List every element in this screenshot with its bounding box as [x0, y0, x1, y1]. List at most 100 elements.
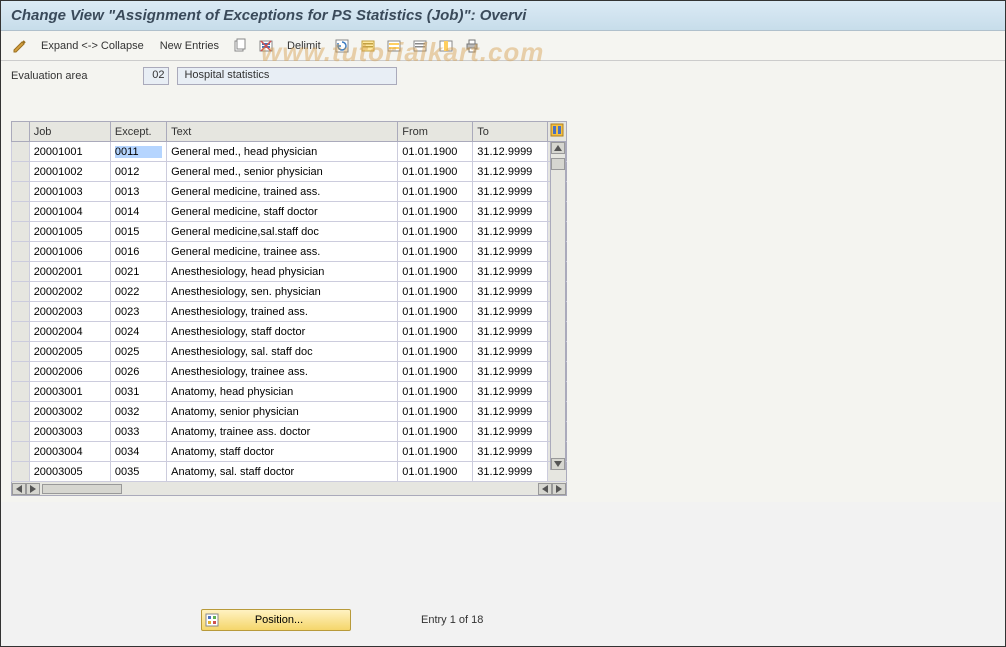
copy-as-icon[interactable] — [229, 36, 251, 56]
cell-from[interactable] — [398, 202, 473, 222]
cell-from[interactable] — [398, 462, 473, 482]
row-selector[interactable] — [12, 462, 30, 482]
cell-except[interactable] — [110, 202, 166, 222]
cell-to[interactable] — [473, 162, 548, 182]
except-input[interactable] — [115, 406, 162, 418]
row-selector[interactable] — [12, 422, 30, 442]
text-input[interactable] — [171, 146, 393, 158]
from-input[interactable] — [402, 366, 468, 378]
cell-to[interactable] — [473, 182, 548, 202]
cell-except[interactable] — [110, 162, 166, 182]
cell-from[interactable] — [398, 302, 473, 322]
col-header-job[interactable]: Job — [29, 122, 110, 142]
cell-to[interactable] — [473, 342, 548, 362]
except-input[interactable] — [115, 426, 162, 438]
except-input[interactable] — [115, 166, 162, 178]
text-input[interactable] — [171, 346, 393, 358]
job-input[interactable] — [34, 206, 106, 218]
from-input[interactable] — [402, 306, 468, 318]
except-input[interactable] — [115, 346, 162, 358]
expand-collapse-button[interactable]: Expand <-> Collapse — [35, 40, 150, 52]
cell-except[interactable] — [110, 182, 166, 202]
text-input[interactable] — [171, 326, 393, 338]
from-input[interactable] — [402, 466, 468, 478]
cell-to[interactable] — [473, 362, 548, 382]
text-input[interactable] — [171, 206, 393, 218]
job-input[interactable] — [34, 366, 106, 378]
to-input[interactable] — [477, 186, 543, 198]
cell-job[interactable] — [29, 422, 110, 442]
col-header-from[interactable]: From — [398, 122, 473, 142]
cell-to[interactable] — [473, 142, 548, 162]
scroll-right-end-button[interactable] — [552, 483, 566, 495]
cell-from[interactable] — [398, 262, 473, 282]
row-selector[interactable] — [12, 322, 30, 342]
cell-from[interactable] — [398, 242, 473, 262]
text-input[interactable] — [171, 286, 393, 298]
scroll-thumb[interactable] — [551, 158, 565, 170]
row-selector[interactable] — [12, 162, 30, 182]
text-input[interactable] — [171, 186, 393, 198]
cell-job[interactable] — [29, 402, 110, 422]
from-input[interactable] — [402, 206, 468, 218]
to-input[interactable] — [477, 406, 543, 418]
cell-to[interactable] — [473, 322, 548, 342]
row-selector[interactable] — [12, 262, 30, 282]
row-selector[interactable] — [12, 382, 30, 402]
cell-job[interactable] — [29, 222, 110, 242]
cell-except[interactable] — [110, 322, 166, 342]
cell-to[interactable] — [473, 422, 548, 442]
scroll-up-button[interactable] — [551, 142, 565, 154]
cell-from[interactable] — [398, 182, 473, 202]
except-input[interactable] — [115, 466, 162, 478]
vertical-scrollbar[interactable] — [550, 142, 566, 470]
delete-icon[interactable] — [255, 36, 277, 56]
text-input[interactable] — [171, 166, 393, 178]
cell-text[interactable] — [167, 342, 398, 362]
except-input[interactable] — [115, 246, 162, 258]
cell-job[interactable] — [29, 362, 110, 382]
job-input[interactable] — [34, 466, 106, 478]
cell-to[interactable] — [473, 462, 548, 482]
select-all-icon[interactable] — [357, 36, 379, 56]
from-input[interactable] — [402, 146, 468, 158]
cell-to[interactable] — [473, 242, 548, 262]
deselect-all-icon[interactable] — [409, 36, 431, 56]
cell-job[interactable] — [29, 242, 110, 262]
to-input[interactable] — [477, 266, 543, 278]
cell-job[interactable] — [29, 282, 110, 302]
job-input[interactable] — [34, 166, 106, 178]
from-input[interactable] — [402, 186, 468, 198]
cell-to[interactable] — [473, 302, 548, 322]
cell-except[interactable] — [110, 222, 166, 242]
to-input[interactable] — [477, 346, 543, 358]
job-input[interactable] — [34, 386, 106, 398]
col-header-except[interactable]: Except. — [110, 122, 166, 142]
row-selector[interactable] — [12, 182, 30, 202]
cell-except[interactable] — [110, 462, 166, 482]
scroll-right-inner-button[interactable] — [26, 483, 40, 495]
except-input[interactable] — [115, 206, 162, 218]
from-input[interactable] — [402, 326, 468, 338]
row-selector[interactable] — [12, 242, 30, 262]
except-input[interactable] — [115, 386, 162, 398]
col-header-to[interactable]: To — [473, 122, 548, 142]
from-input[interactable] — [402, 286, 468, 298]
cell-from[interactable] — [398, 362, 473, 382]
text-input[interactable] — [171, 446, 393, 458]
cell-to[interactable] — [473, 222, 548, 242]
cell-job[interactable] — [29, 162, 110, 182]
cell-job[interactable] — [29, 262, 110, 282]
to-input[interactable] — [477, 226, 543, 238]
cell-except[interactable] — [110, 242, 166, 262]
h-scroll-track[interactable] — [40, 483, 538, 495]
cell-text[interactable] — [167, 402, 398, 422]
cell-except[interactable] — [110, 142, 166, 162]
job-input[interactable] — [34, 346, 106, 358]
scroll-left-end-button[interactable] — [538, 483, 552, 495]
text-input[interactable] — [171, 466, 393, 478]
undo-change-icon[interactable] — [331, 36, 353, 56]
to-input[interactable] — [477, 286, 543, 298]
from-input[interactable] — [402, 246, 468, 258]
to-input[interactable] — [477, 366, 543, 378]
